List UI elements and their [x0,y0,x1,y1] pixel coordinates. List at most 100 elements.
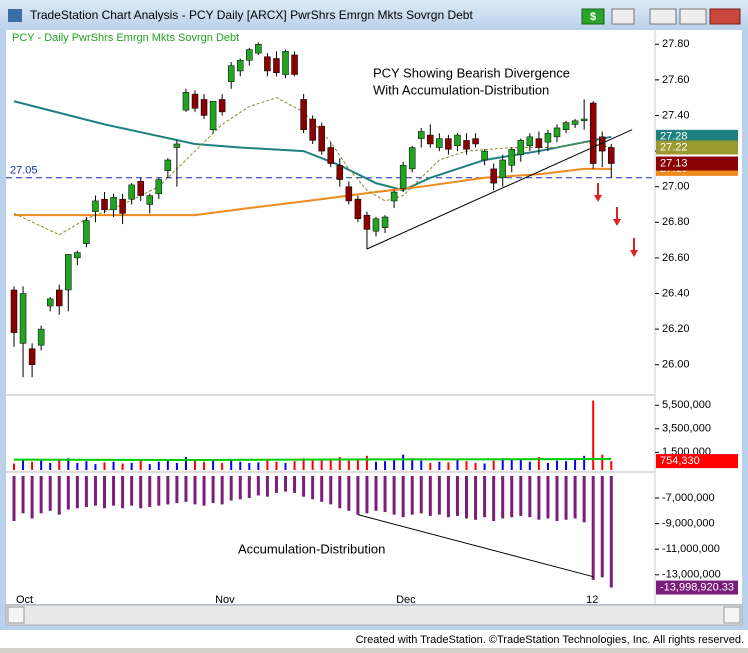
y-tick-label: 26.60 [662,252,690,264]
ad-bar [30,476,34,519]
candle-body [363,214,371,230]
candle-body [246,49,253,61]
ad-bar [347,476,351,511]
annotation: Accumulation-Distribution [238,541,385,556]
ad-bar [12,476,16,522]
candle-body [146,195,153,205]
ad-bar [437,476,441,515]
maximize-button[interactable] [679,8,707,25]
volume-bar [429,462,432,470]
y-tick-label: -11,000,000 [662,543,720,555]
volume-bar [203,461,206,470]
candle-body [562,122,570,130]
y-tick-label: 26.00 [662,359,690,371]
volume-bar [221,462,224,470]
volume-bar [375,461,377,470]
ad-bar [582,476,586,523]
candle-body [37,328,45,346]
ad-bar [609,476,613,588]
ad-bar [419,476,423,514]
ad-bar [184,476,188,502]
y-tick-label: 27.40 [662,109,690,121]
candle-body [526,136,534,146]
ad-bar [157,476,161,506]
candle-body [318,125,325,152]
y-tick-label: -9,000,000 [662,517,715,529]
symbol-button[interactable] [581,8,605,25]
ad-bar [483,476,487,518]
symbol-button-label[interactable]: $ [590,11,596,23]
candle-body [418,131,425,139]
scrollbar[interactable] [5,604,743,626]
candle-body [128,184,135,200]
ad-bar [446,476,450,518]
menu-button[interactable] [611,8,635,25]
ad-bar [202,476,206,506]
scroll-right[interactable] [723,606,741,624]
volume-bar [85,461,88,470]
candle-body [10,289,18,333]
volume-bar [49,462,52,470]
ad-bar [93,476,97,506]
candle-body [490,168,497,184]
candle-body [499,159,506,179]
volume-bar [184,457,187,470]
ad-bar [356,476,360,515]
volume-bar [329,458,332,470]
ad-bar [103,476,106,509]
candle-body [345,186,353,202]
volume-bar [402,454,405,470]
ad-bar [338,476,342,509]
volume-bar [230,459,233,470]
last-value-label: 27.28 [660,131,688,143]
volume-bar [537,457,540,470]
last-value-label: 27.22 [660,141,688,153]
volume-bar [483,463,486,470]
volume-bar [583,455,586,470]
candle-body [101,198,108,211]
ad-bar [229,476,233,501]
volume-bar [76,462,79,470]
ad-bar [392,476,396,515]
ad-bar [48,476,52,511]
minimize-button[interactable] [649,8,677,25]
ad-bar [84,476,88,507]
candle-body [173,143,181,148]
last-value-box [656,129,738,144]
ad-bar [564,476,568,520]
candle-body [580,118,588,122]
volume-bar [130,462,133,470]
ad-bar [510,476,514,518]
volume-bar [528,461,531,470]
candle-body [427,134,434,145]
ad-bar [75,476,79,509]
window-title: TradeStation Chart Analysis - PCY Daily … [30,8,473,22]
candle-body [544,133,552,143]
scroll-left[interactable] [7,606,25,624]
x-tick-label: Oct [16,594,33,606]
volume-bar [311,459,314,470]
close-button[interactable] [709,8,741,25]
ad-bar [166,476,170,505]
volume-bar [121,463,124,470]
volume-bar [610,461,613,470]
ad-bar [193,476,197,505]
x-tick-label: Nov [215,594,235,606]
candle-body [300,99,307,130]
x-tick-label: Dec [396,594,416,606]
ad-bar [401,476,405,518]
ad-bar [112,476,116,506]
ad-bar [519,476,523,516]
volume-bar [384,461,387,470]
ad-bar [320,476,324,502]
ad-bar [293,476,297,493]
volume-bar [148,464,151,470]
ad-bar [139,476,143,509]
volume-bar [67,458,70,470]
volume-bar [465,461,468,470]
volume-average [13,458,612,461]
candle-body [255,43,262,54]
ad-bar [175,476,179,504]
candle-body [472,138,479,145]
ad-bar [329,476,333,505]
